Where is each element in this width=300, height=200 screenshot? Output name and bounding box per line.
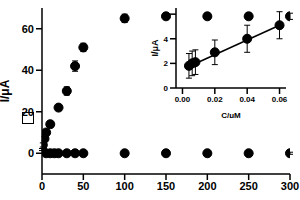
svg-text:20: 20 [21, 105, 34, 118]
svg-text:0.00: 0.00 [175, 95, 191, 104]
svg-text:60: 60 [22, 23, 34, 35]
svg-text:6: 6 [164, 10, 169, 19]
svg-text:4: 4 [164, 35, 169, 44]
svg-text:300: 300 [281, 180, 292, 192]
svg-text:C/μM: C/μM [221, 111, 241, 118]
svg-text:150: 150 [157, 180, 175, 192]
svg-text:100: 100 [115, 180, 133, 192]
svg-text:0.04: 0.04 [239, 95, 255, 104]
svg-text:0.06: 0.06 [272, 95, 288, 104]
svg-text:0.02: 0.02 [207, 95, 223, 104]
svg-text:0: 0 [39, 180, 45, 192]
svg-text:0: 0 [28, 147, 34, 159]
svg-text:40: 40 [22, 64, 34, 76]
svg-text:I/μA: I/μA [8, 79, 12, 102]
svg-text:2: 2 [164, 59, 169, 68]
svg-text:200: 200 [198, 180, 216, 192]
svg-text:I/μA: I/μA [150, 39, 160, 57]
svg-text:50: 50 [77, 180, 89, 192]
svg-text:0: 0 [164, 84, 169, 93]
svg-text:250: 250 [239, 180, 257, 192]
